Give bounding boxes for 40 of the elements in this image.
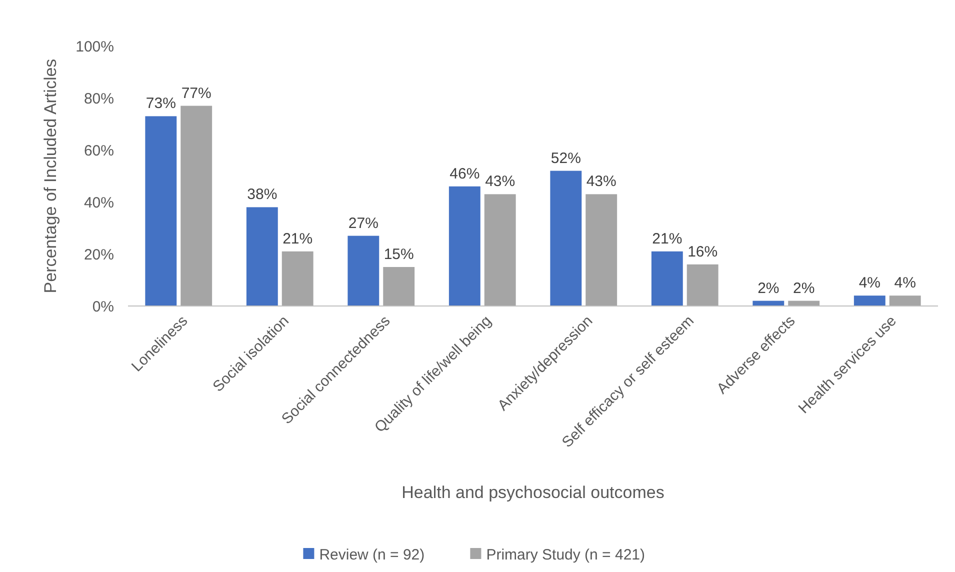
y-axis-title: Percentage of Included Articles — [41, 58, 60, 294]
bar — [383, 267, 415, 306]
data-label: 2% — [758, 280, 780, 297]
bar — [651, 251, 683, 306]
data-label: 21% — [652, 230, 682, 248]
data-label: 4% — [894, 274, 916, 292]
bar — [180, 106, 212, 306]
data-label: 43% — [586, 173, 616, 190]
data-label: 15% — [384, 246, 414, 263]
bar — [550, 170, 582, 306]
data-label: 77% — [181, 84, 212, 102]
data-label: 4% — [858, 274, 880, 292]
bar — [484, 194, 516, 306]
data-label: 38% — [247, 186, 278, 204]
y-tick-label: 40% — [84, 194, 114, 212]
bar — [246, 207, 278, 306]
bar — [586, 194, 618, 306]
bar — [889, 296, 921, 306]
data-label: 16% — [688, 243, 718, 260]
data-label: 46% — [450, 165, 480, 182]
data-label: 73% — [146, 95, 176, 112]
y-tick-label: 100% — [76, 38, 114, 56]
y-tick-label: 20% — [84, 246, 114, 264]
bar — [448, 186, 480, 306]
bar — [282, 251, 314, 306]
legend-label: Review (n = 92) — [319, 546, 425, 564]
y-tick-label: 60% — [84, 142, 114, 160]
bar — [145, 116, 177, 306]
bar — [854, 296, 886, 306]
x-axis-title: Health and psychosocial outcomes — [402, 483, 664, 502]
legend-label: Primary Study (n = 421) — [486, 546, 646, 564]
data-label: 2% — [793, 280, 815, 297]
bar — [686, 264, 718, 306]
y-tick-label: 0% — [92, 298, 114, 316]
bar — [348, 236, 380, 306]
y-tick-label: 80% — [84, 90, 114, 108]
data-label: 27% — [348, 214, 378, 232]
data-label: 43% — [485, 173, 516, 190]
data-label: 21% — [282, 230, 313, 248]
data-label: 52% — [550, 150, 581, 167]
